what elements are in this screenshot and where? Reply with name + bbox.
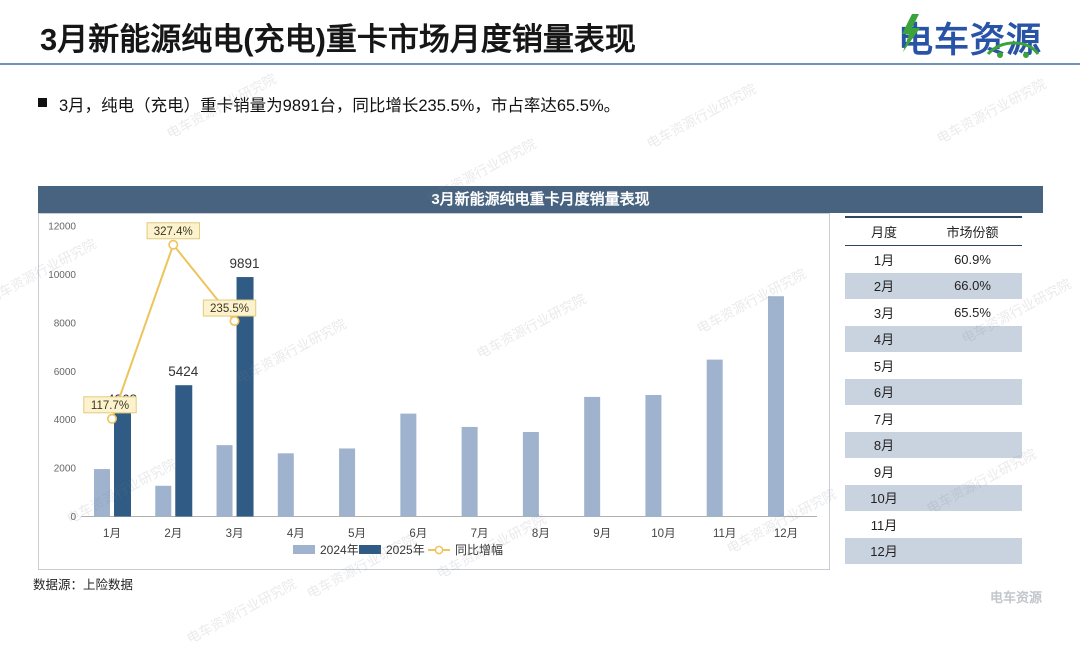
month-cell: 1月 xyxy=(873,252,895,268)
x-axis-tick: 10月 xyxy=(651,528,675,540)
y-axis-tick: 2000 xyxy=(54,464,77,475)
logo-text: 电车资源 xyxy=(898,21,1043,60)
growth-point xyxy=(168,239,179,250)
y-axis-tick: 10000 xyxy=(48,270,76,281)
bar-2025 xyxy=(236,277,254,517)
share-row: 5月 xyxy=(845,352,1022,379)
bar-2024 xyxy=(339,448,356,517)
bar-2024 xyxy=(216,445,233,517)
growth-point xyxy=(107,413,118,424)
chart-card: 3月新能源纯电重卡月度销量表现 12000 10000 8000 6000 4000 20… xyxy=(38,186,1043,570)
y-axis-tick: 6000 xyxy=(54,367,77,378)
month-cell: 6月 xyxy=(873,385,895,401)
x-axis-tick: 2月 xyxy=(164,528,182,540)
legend-label-growth: 同比增幅 xyxy=(455,542,503,557)
bar-value-label: 9891 xyxy=(230,256,260,271)
bar-2024 xyxy=(155,485,172,517)
month-cell: 3月 xyxy=(873,305,895,321)
corner-watermark: 电车资源 xyxy=(990,590,1043,605)
legend-label-2024: 2024年 xyxy=(320,543,359,557)
growth-label-box xyxy=(83,396,137,414)
share-row: 7月 xyxy=(845,405,1022,432)
month-column-header: 月度 xyxy=(870,225,897,240)
bar-2024 xyxy=(522,432,539,517)
growth-label-box xyxy=(146,222,200,240)
share-row: 12月 xyxy=(845,537,1022,564)
y-axis-tick: 0 xyxy=(70,512,76,523)
bar-2024 xyxy=(461,426,478,517)
share-row: 8月 xyxy=(845,431,1022,458)
share-row: 6月 xyxy=(845,378,1022,405)
growth-label: 235.5% xyxy=(210,303,249,315)
brand-logo: 电车资源 xyxy=(872,8,1052,60)
bar-value-label: 5424 xyxy=(168,364,199,379)
y-axis-tick: 4000 xyxy=(54,415,77,426)
share-row: 3月 65.5% xyxy=(845,299,1022,326)
x-axis-tick: 7月 xyxy=(471,528,489,540)
lightning-icon xyxy=(902,14,920,52)
chart-title-bar: 3月新能源纯电重卡月度销量表现 xyxy=(38,186,1043,213)
bar-2024 xyxy=(645,394,662,517)
title-divider xyxy=(0,63,1080,65)
x-axis-tick: 9月 xyxy=(593,528,611,540)
share-row: 4月 xyxy=(845,325,1022,352)
bar-2025 xyxy=(175,385,193,517)
share-row: 11月 xyxy=(845,511,1022,538)
legend-swatch-2024 xyxy=(293,545,315,554)
x-axis-tick: 11月 xyxy=(713,528,736,540)
y-axis-tick: 12000 xyxy=(48,222,76,233)
market-share-table: 月度 市场份额 1月 60.9% 2月 66.0% 3月 65.5% 4月 5月 6月 7月 8月 9… xyxy=(845,216,1022,564)
y-axis-tick: 8000 xyxy=(54,318,77,329)
x-axis-tick: 1月 xyxy=(103,528,121,540)
share-row: 1月 60.9% xyxy=(845,246,1022,273)
growth-label: 327.4% xyxy=(154,226,193,238)
bar-2024 xyxy=(584,396,601,517)
legend-label-2025: 2025年 xyxy=(386,543,425,557)
legend-swatch-2025 xyxy=(359,545,381,554)
month-cell: 11月 xyxy=(870,517,898,533)
sales-chart: 1200010000800060004000200004268542498911… xyxy=(48,222,817,557)
growth-label-box xyxy=(202,299,257,317)
bar-2024 xyxy=(400,413,417,517)
x-axis-tick: 8月 xyxy=(532,528,550,540)
bar-2024 xyxy=(767,296,784,517)
bar-2024 xyxy=(706,359,723,517)
share-cell: 65.5% xyxy=(954,304,991,320)
month-cell: 5月 xyxy=(873,358,895,374)
x-axis-tick: 5月 xyxy=(348,528,366,540)
month-cell: 4月 xyxy=(873,332,895,348)
legend-marker-growth xyxy=(434,545,444,555)
month-cell: 8月 xyxy=(873,438,895,454)
share-cell: 60.9% xyxy=(954,251,991,267)
x-axis-tick: 3月 xyxy=(226,528,244,540)
diagonal-watermark: 电车资源行业研究院 xyxy=(184,576,299,647)
share-column-header: 市场份额 xyxy=(946,225,999,240)
x-axis-tick: 4月 xyxy=(287,528,305,540)
table-header-row: 月度 市场份额 xyxy=(845,216,1022,246)
growth-label: 117.7% xyxy=(91,400,129,412)
bar-2024 xyxy=(94,469,110,517)
chart-panel: 1200010000800060004000200004268542498911… xyxy=(38,213,830,570)
share-cell: 66.0% xyxy=(954,278,991,294)
data-source: 数据源：上险数据 xyxy=(33,578,134,592)
summary-row: 3月，纯电（充电）重卡销量为9891台，同比增长235.5%，市占率达65.5%… xyxy=(38,92,1038,116)
month-cell: 10月 xyxy=(870,491,898,507)
x-axis-tick: 6月 xyxy=(409,528,427,540)
share-row: 10月 xyxy=(845,484,1022,511)
bar-2025 xyxy=(114,413,131,517)
bullet-icon xyxy=(38,98,47,107)
month-cell: 2月 xyxy=(873,279,895,295)
month-cell: 9月 xyxy=(873,464,895,480)
month-cell: 12月 xyxy=(870,544,898,560)
growth-point xyxy=(229,316,240,327)
page-title: 3月新能源纯电(充电)重卡市场月度销量表现 xyxy=(40,22,636,57)
car-icon xyxy=(986,41,1040,58)
share-row: 9月 xyxy=(845,458,1022,485)
x-axis-tick: 12月 xyxy=(774,528,798,540)
table-body: 1月 60.9% 2月 66.0% 3月 65.5% 4月 5月 6月 7月 8月 9月 10月 11月 1… xyxy=(845,246,1022,564)
share-row: 2月 66.0% xyxy=(845,272,1022,299)
bar-2024 xyxy=(277,453,294,517)
month-cell: 7月 xyxy=(873,411,895,427)
summary-text: 3月，纯电（充电）重卡销量为9891台，同比增长235.5%，市占率达65.5%… xyxy=(59,97,621,115)
